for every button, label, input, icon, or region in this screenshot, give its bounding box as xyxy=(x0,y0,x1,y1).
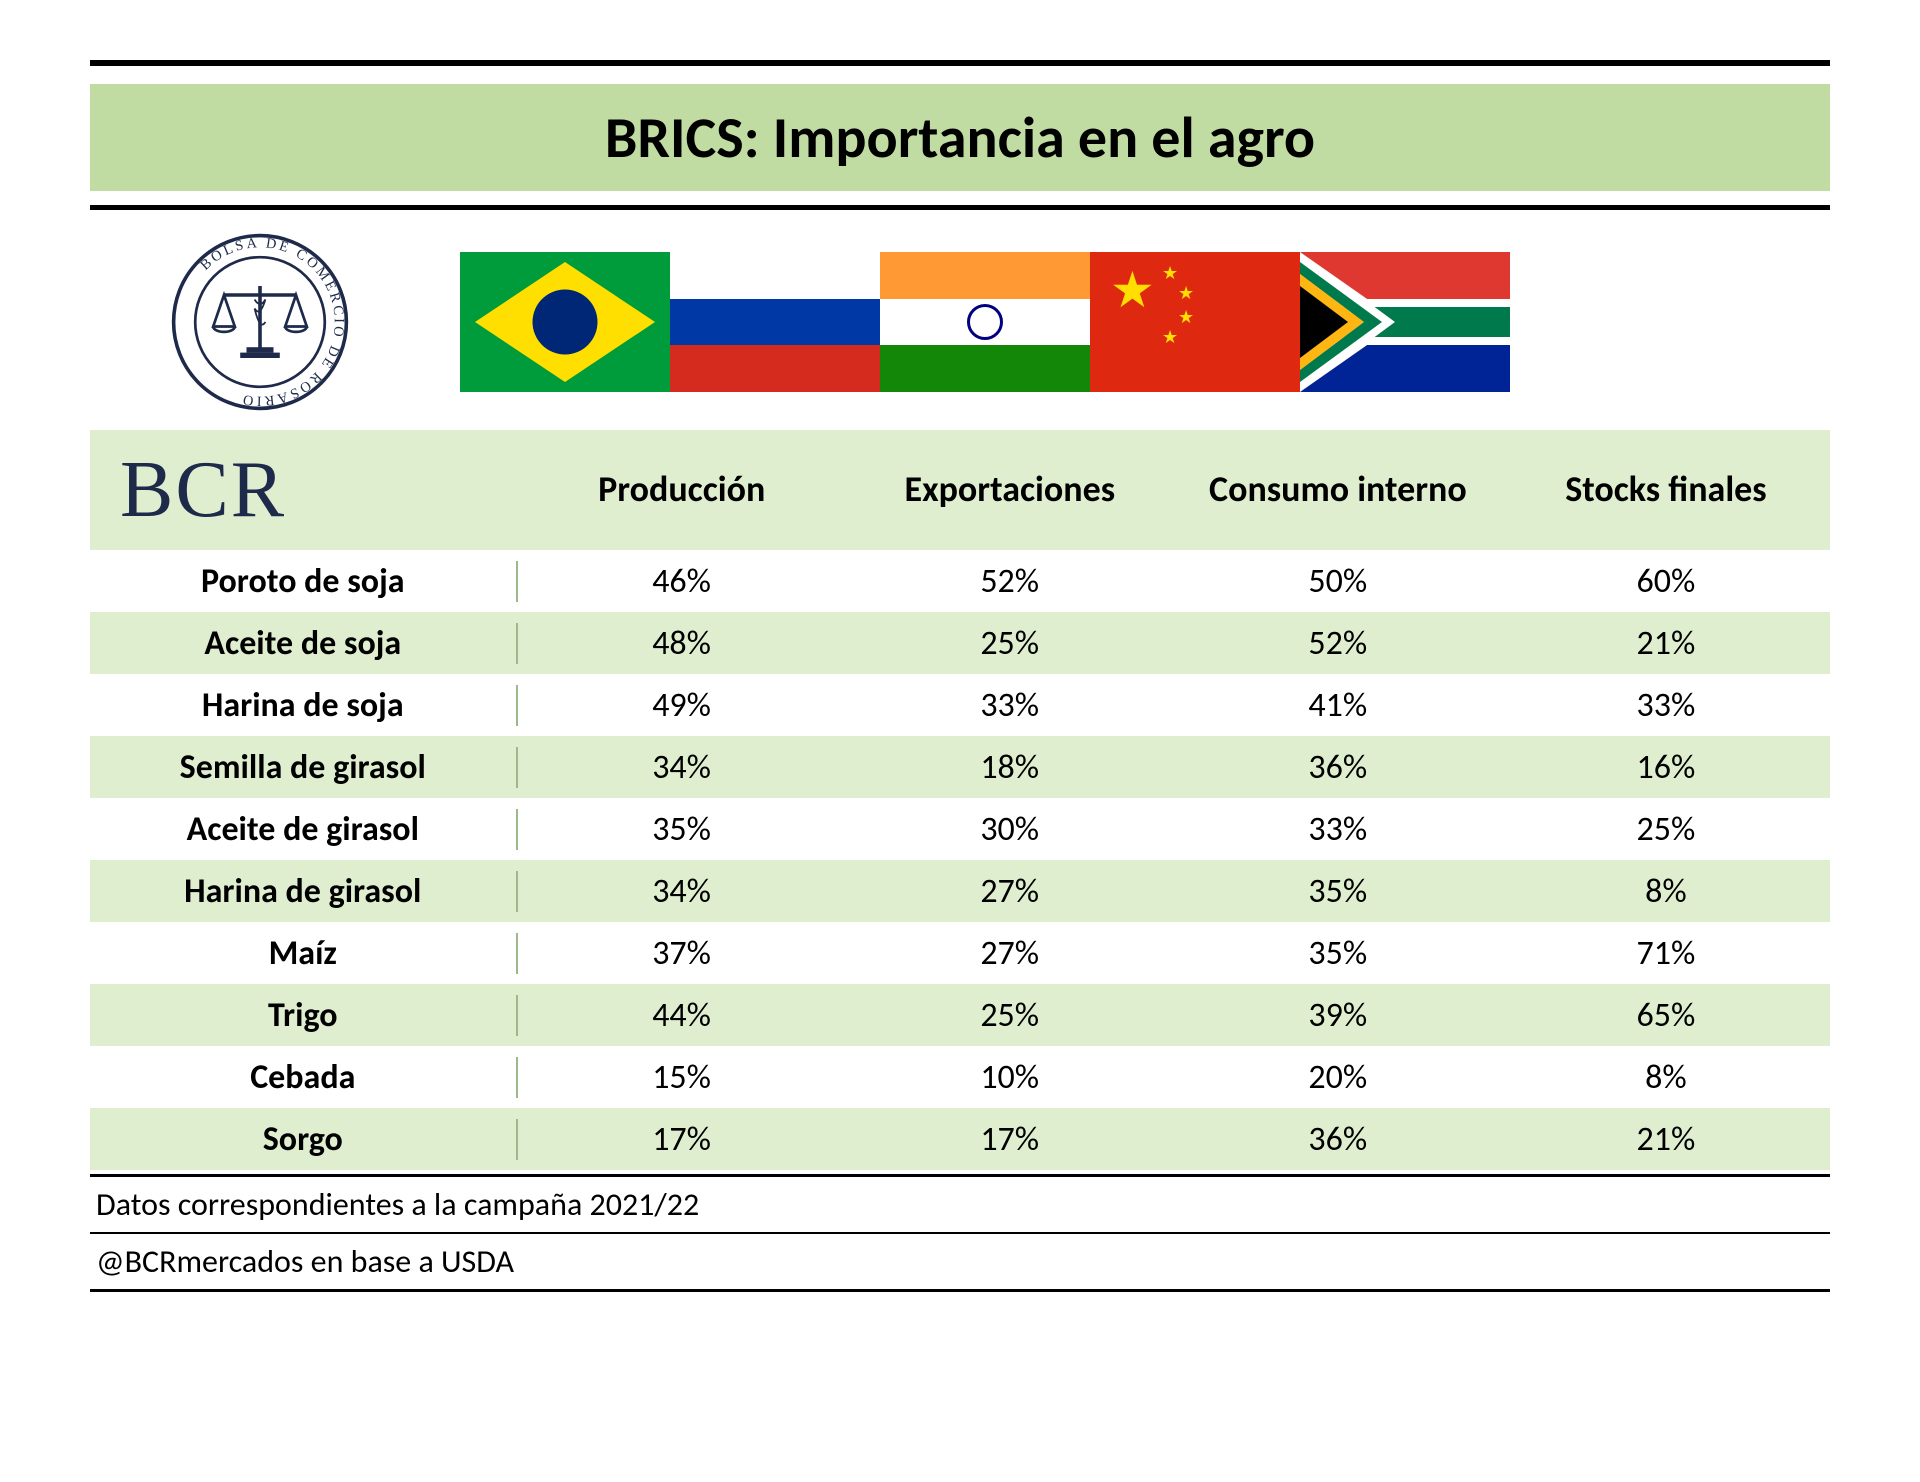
table-row: Poroto de soja46%52%50%60% xyxy=(90,550,1830,612)
data-cell: 34% xyxy=(518,871,846,912)
column-header-exportaciones: Exportaciones xyxy=(846,469,1174,510)
table-row: Aceite de soja48%25%52%21% xyxy=(90,612,1830,674)
product-cell: Poroto de soja xyxy=(90,561,518,602)
bcr-wordmark: BCR xyxy=(120,446,286,534)
data-cell: 46% xyxy=(518,561,846,602)
data-cell: 37% xyxy=(518,933,846,974)
product-cell: Trigo xyxy=(90,995,518,1036)
footer-line-2: @BCRmercados en base a USDA xyxy=(90,1234,1830,1289)
data-cell: 71% xyxy=(1502,933,1830,974)
top-rule xyxy=(90,60,1830,66)
data-cell: 8% xyxy=(1502,871,1830,912)
data-cell: 16% xyxy=(1502,747,1830,788)
data-cell: 50% xyxy=(1174,561,1502,602)
product-cell: Harina de soja xyxy=(90,685,518,726)
data-cell: 33% xyxy=(1174,809,1502,850)
data-cell: 39% xyxy=(1174,995,1502,1036)
data-cell: 36% xyxy=(1174,747,1502,788)
data-cell: 52% xyxy=(1174,623,1502,664)
data-cell: 17% xyxy=(846,1119,1174,1160)
data-cell: 44% xyxy=(518,995,846,1036)
table-row: Sorgo17%17%36%21% xyxy=(90,1108,1830,1170)
data-cell: 15% xyxy=(518,1057,846,1098)
product-cell: Aceite de soja xyxy=(90,623,518,664)
data-cell: 33% xyxy=(1502,685,1830,726)
bcr-logo: BOLSA DE COMERCIO DE ROSARIO xyxy=(130,232,390,412)
table-body: Poroto de soja46%52%50%60%Aceite de soja… xyxy=(90,550,1830,1170)
logo-text-cell: BCR xyxy=(90,445,518,536)
data-cell: 33% xyxy=(846,685,1174,726)
data-cell: 21% xyxy=(1502,1119,1830,1160)
bcr-seal-icon: BOLSA DE COMERCIO DE ROSARIO xyxy=(170,232,350,412)
title-underline xyxy=(90,205,1830,210)
column-header-consumo: Consumo interno xyxy=(1174,469,1502,510)
table-row: Harina de soja49%33%41%33% xyxy=(90,674,1830,736)
flag-india-icon xyxy=(880,252,1090,392)
product-cell: Aceite de girasol xyxy=(90,809,518,850)
table-row: Trigo44%25%39%65% xyxy=(90,984,1830,1046)
flags-row: ★ ★ ★ ★ ★ xyxy=(460,252,1510,392)
data-cell: 65% xyxy=(1502,995,1830,1036)
title-band: BRICS: Importancia en el agro xyxy=(90,84,1830,191)
product-cell: Harina de girasol xyxy=(90,871,518,912)
data-cell: 21% xyxy=(1502,623,1830,664)
data-cell: 30% xyxy=(846,809,1174,850)
table-row: Harina de girasol34%27%35%8% xyxy=(90,860,1830,922)
table-row: Aceite de girasol35%30%33%25% xyxy=(90,798,1830,860)
data-cell: 41% xyxy=(1174,685,1502,726)
flag-russia-icon xyxy=(670,252,880,392)
table-row: Maíz37%27%35%71% xyxy=(90,922,1830,984)
footer: Datos correspondientes a la campaña 2021… xyxy=(90,1174,1830,1292)
infographic-container: BRICS: Importancia en el agro BOLSA DE C… xyxy=(0,0,1920,1352)
data-cell: 25% xyxy=(846,623,1174,664)
data-cell: 20% xyxy=(1174,1057,1502,1098)
table-row: Semilla de girasol34%18%36%16% xyxy=(90,736,1830,798)
product-cell: Sorgo xyxy=(90,1119,518,1160)
logo-flags-row: BOLSA DE COMERCIO DE ROSARIO xyxy=(90,232,1830,412)
flag-china-icon: ★ ★ ★ ★ ★ xyxy=(1090,252,1300,392)
data-cell: 36% xyxy=(1174,1119,1502,1160)
data-cell: 48% xyxy=(518,623,846,664)
footer-line-1: Datos correspondientes a la campaña 2021… xyxy=(90,1177,1830,1232)
data-cell: 52% xyxy=(846,561,1174,602)
flag-brazil-icon xyxy=(460,252,670,392)
data-cell: 17% xyxy=(518,1119,846,1160)
table-row: Cebada15%10%20%8% xyxy=(90,1046,1830,1108)
product-cell: Maíz xyxy=(90,933,518,974)
column-header-stocks: Stocks finales xyxy=(1502,469,1830,510)
data-cell: 27% xyxy=(846,871,1174,912)
data-cell: 25% xyxy=(1502,809,1830,850)
flag-south-africa-icon xyxy=(1300,252,1510,392)
data-cell: 8% xyxy=(1502,1057,1830,1098)
data-cell: 60% xyxy=(1502,561,1830,602)
data-cell: 18% xyxy=(846,747,1174,788)
title-text: BRICS: Importancia en el agro xyxy=(605,102,1315,173)
table-header-row: BCR Producción Exportaciones Consumo int… xyxy=(90,430,1830,550)
data-cell: 27% xyxy=(846,933,1174,974)
data-cell: 35% xyxy=(1174,871,1502,912)
data-cell: 35% xyxy=(518,809,846,850)
data-cell: 10% xyxy=(846,1057,1174,1098)
product-cell: Semilla de girasol xyxy=(90,747,518,788)
data-cell: 49% xyxy=(518,685,846,726)
column-header-produccion: Producción xyxy=(518,469,846,510)
data-cell: 35% xyxy=(1174,933,1502,974)
data-cell: 34% xyxy=(518,747,846,788)
product-cell: Cebada xyxy=(90,1057,518,1098)
data-cell: 25% xyxy=(846,995,1174,1036)
